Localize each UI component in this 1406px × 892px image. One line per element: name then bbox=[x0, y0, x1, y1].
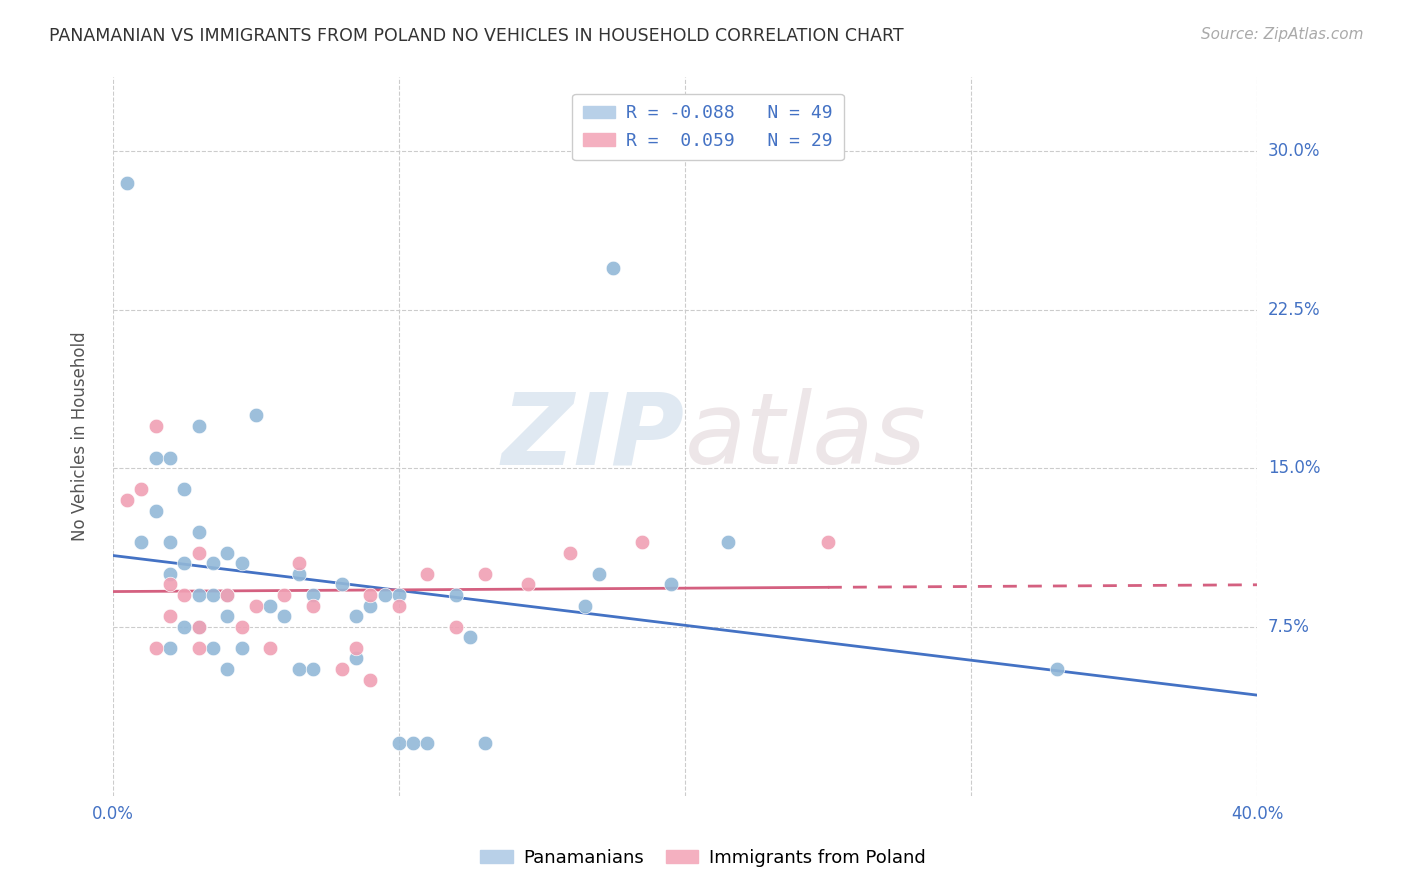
Point bbox=[302, 588, 325, 602]
Point bbox=[474, 566, 496, 581]
Text: Source: ZipAtlas.com: Source: ZipAtlas.com bbox=[1201, 27, 1364, 42]
Point bbox=[173, 557, 195, 571]
Point bbox=[602, 260, 624, 275]
Point bbox=[444, 588, 467, 602]
Point bbox=[231, 557, 253, 571]
Point bbox=[217, 546, 239, 560]
Point bbox=[287, 557, 309, 571]
Point bbox=[388, 736, 411, 750]
Y-axis label: No Vehicles in Household: No Vehicles in Household bbox=[72, 332, 89, 541]
Point bbox=[231, 640, 253, 655]
Point bbox=[201, 640, 224, 655]
Point bbox=[1046, 662, 1069, 676]
Point bbox=[159, 535, 181, 549]
Point bbox=[173, 620, 195, 634]
Point bbox=[659, 577, 682, 591]
Point bbox=[287, 566, 309, 581]
Text: 15.0%: 15.0% bbox=[1268, 459, 1320, 477]
Text: ZIP: ZIP bbox=[502, 388, 685, 485]
Point bbox=[574, 599, 596, 613]
Point bbox=[115, 493, 138, 508]
Point bbox=[330, 577, 353, 591]
Text: PANAMANIAN VS IMMIGRANTS FROM POLAND NO VEHICLES IN HOUSEHOLD CORRELATION CHART: PANAMANIAN VS IMMIGRANTS FROM POLAND NO … bbox=[49, 27, 904, 45]
Point bbox=[187, 620, 209, 634]
Point bbox=[217, 588, 239, 602]
Point bbox=[631, 535, 654, 549]
Point bbox=[302, 662, 325, 676]
Point bbox=[217, 609, 239, 624]
Point bbox=[344, 651, 367, 665]
Point bbox=[159, 577, 181, 591]
Text: 30.0%: 30.0% bbox=[1268, 143, 1320, 161]
Point bbox=[187, 419, 209, 434]
Point bbox=[588, 566, 610, 581]
Point bbox=[560, 546, 582, 560]
Point bbox=[460, 630, 482, 644]
Point bbox=[145, 640, 167, 655]
Point bbox=[359, 599, 381, 613]
Text: 22.5%: 22.5% bbox=[1268, 301, 1320, 318]
Point bbox=[115, 176, 138, 190]
Point bbox=[201, 557, 224, 571]
Point bbox=[173, 588, 195, 602]
Text: atlas: atlas bbox=[685, 388, 927, 485]
Point bbox=[474, 736, 496, 750]
Point bbox=[131, 535, 153, 549]
Point bbox=[159, 609, 181, 624]
Point bbox=[259, 599, 281, 613]
Point bbox=[330, 662, 353, 676]
Point bbox=[187, 524, 209, 539]
Point bbox=[416, 566, 439, 581]
Point bbox=[131, 483, 153, 497]
Point bbox=[444, 620, 467, 634]
Point bbox=[245, 409, 267, 423]
Point bbox=[516, 577, 538, 591]
Point bbox=[231, 620, 253, 634]
Text: 7.5%: 7.5% bbox=[1268, 618, 1310, 636]
Point bbox=[344, 640, 367, 655]
Point bbox=[159, 566, 181, 581]
Point bbox=[273, 588, 295, 602]
Point bbox=[388, 588, 411, 602]
Point bbox=[145, 450, 167, 465]
Point bbox=[374, 588, 396, 602]
Legend: R = -0.088   N = 49, R =  0.059   N = 29: R = -0.088 N = 49, R = 0.059 N = 29 bbox=[572, 94, 844, 161]
Point bbox=[217, 588, 239, 602]
Point bbox=[187, 620, 209, 634]
Point bbox=[245, 599, 267, 613]
Point bbox=[259, 640, 281, 655]
Point bbox=[201, 588, 224, 602]
Point bbox=[173, 483, 195, 497]
Point bbox=[159, 450, 181, 465]
Point bbox=[416, 736, 439, 750]
Point bbox=[287, 662, 309, 676]
Legend: Panamanians, Immigrants from Poland: Panamanians, Immigrants from Poland bbox=[472, 842, 934, 874]
Point bbox=[717, 535, 740, 549]
Point bbox=[359, 588, 381, 602]
Point bbox=[344, 609, 367, 624]
Point bbox=[388, 599, 411, 613]
Point bbox=[187, 640, 209, 655]
Point bbox=[145, 503, 167, 517]
Point bbox=[159, 640, 181, 655]
Point bbox=[359, 673, 381, 687]
Point bbox=[145, 419, 167, 434]
Point bbox=[817, 535, 839, 549]
Point bbox=[217, 662, 239, 676]
Point bbox=[187, 546, 209, 560]
Point bbox=[187, 588, 209, 602]
Point bbox=[302, 599, 325, 613]
Point bbox=[273, 609, 295, 624]
Point bbox=[402, 736, 425, 750]
